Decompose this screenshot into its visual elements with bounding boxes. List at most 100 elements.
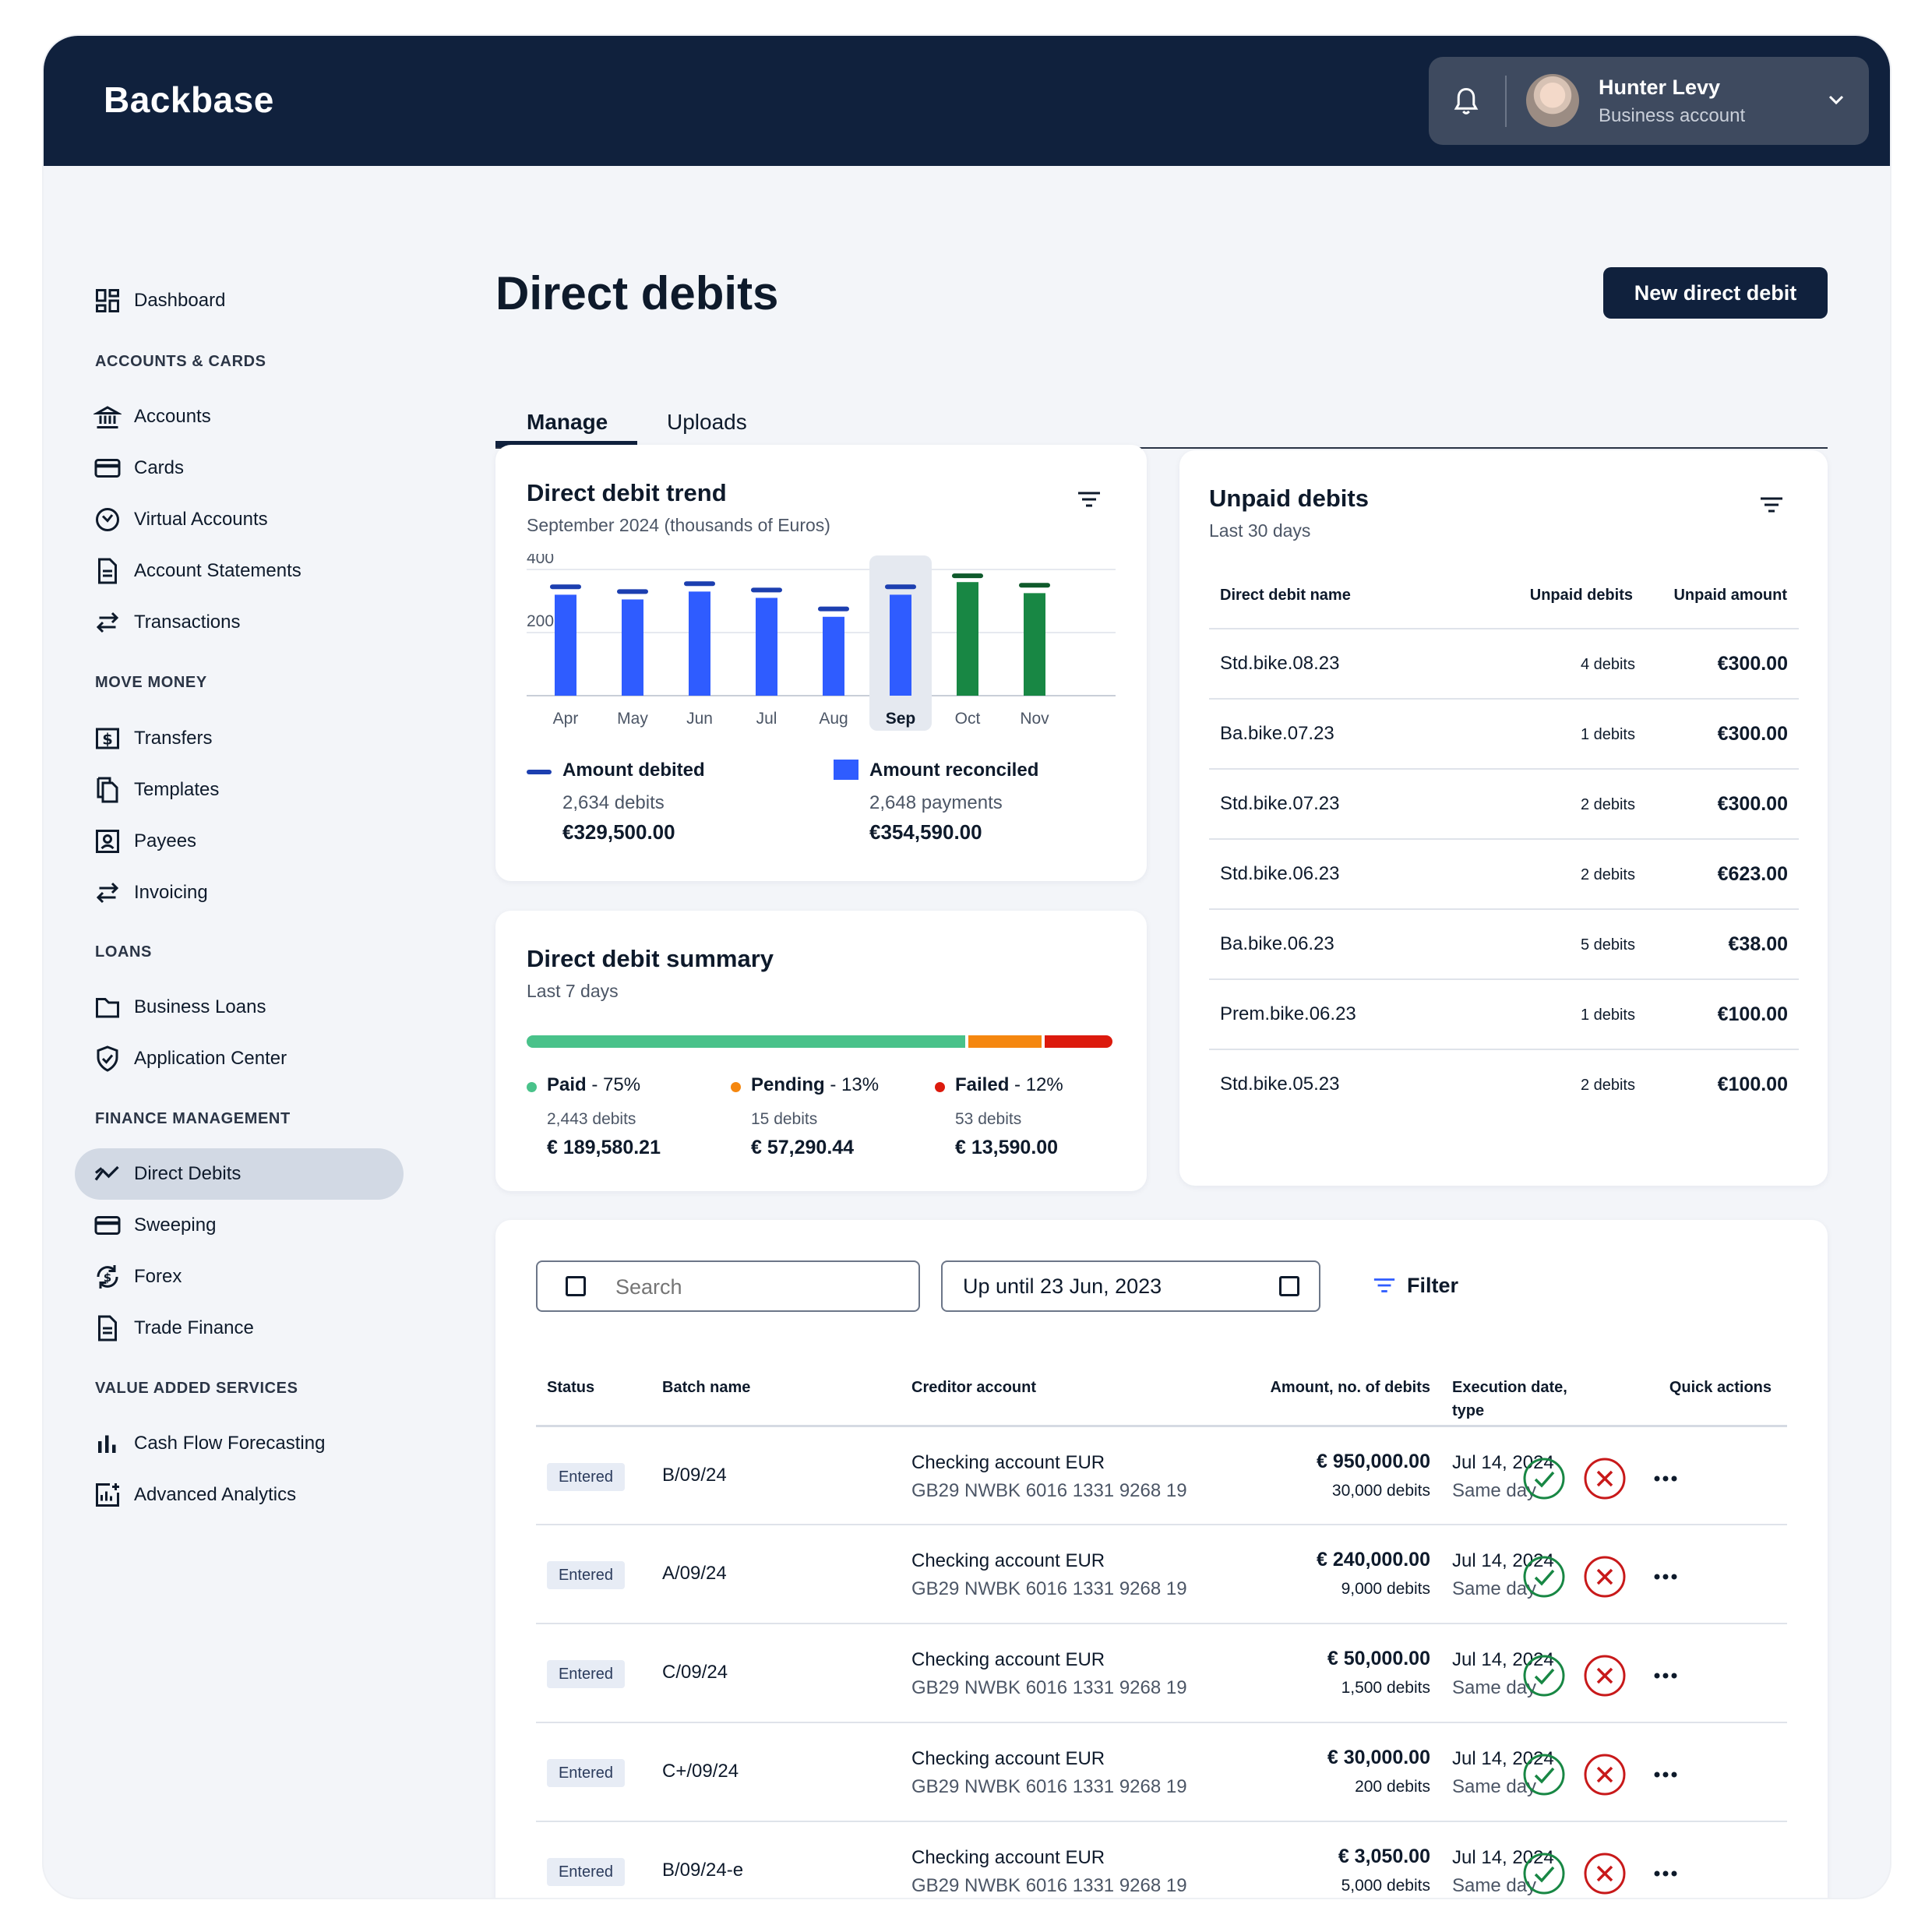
approve-icon[interactable]	[1522, 1753, 1566, 1796]
debit-count: 5,000 debits	[1341, 1877, 1430, 1895]
batch-name[interactable]: B/09/24	[662, 1465, 727, 1486]
sidebar-item-direct-debits[interactable]: Direct Debits	[75, 1148, 404, 1200]
x-tick-label: Apr	[553, 710, 579, 728]
sidebar-item-cash-flow-forecasting[interactable]: Cash Flow Forecasting	[75, 1418, 404, 1469]
brand-logo[interactable]: Backbase	[104, 79, 274, 120]
marker-amount-debited[interactable]	[684, 581, 715, 587]
table-row[interactable]: Entered C+/09/24 Checking account EUR GB29 …	[536, 1722, 1787, 1821]
batch-name[interactable]: C/09/24	[662, 1662, 728, 1683]
reject-icon[interactable]	[1583, 1753, 1627, 1796]
marker-amount-debited[interactable]	[617, 589, 648, 594]
more-options-icon[interactable]	[1644, 1555, 1687, 1599]
y-tick-label: 400	[527, 554, 554, 567]
new-direct-debit-button[interactable]: New direct debit	[1603, 267, 1828, 319]
marker-amount-debited[interactable]	[550, 584, 581, 590]
bar-amount-reconciled[interactable]	[957, 582, 978, 696]
reject-icon[interactable]	[1583, 1654, 1627, 1698]
sidebar-item-account-statements[interactable]: Account Statements	[75, 545, 404, 597]
sidebar-item-trade-finance[interactable]: Trade Finance	[75, 1303, 404, 1354]
filter-icon[interactable]	[1759, 495, 1784, 514]
copy-icon	[97, 777, 118, 803]
select-all-checkbox[interactable]	[566, 1276, 586, 1296]
sidebar-item-invoicing[interactable]: Invoicing	[75, 867, 404, 918]
bar-amount-reconciled[interactable]	[756, 598, 777, 696]
chevron-down-icon[interactable]	[1828, 94, 1845, 105]
filter-icon[interactable]	[1077, 490, 1102, 509]
sidebar-item-payees[interactable]: Payees	[75, 816, 404, 867]
bar-amount-reconciled[interactable]	[689, 591, 710, 696]
more-options-icon[interactable]	[1644, 1654, 1687, 1698]
bell-icon[interactable]	[1452, 86, 1480, 118]
column-header-amount[interactable]: Amount, no. of debits	[1270, 1379, 1430, 1396]
bar-amount-reconciled[interactable]	[555, 594, 576, 696]
approve-icon[interactable]	[1522, 1457, 1566, 1500]
marker-amount-debited[interactable]	[818, 606, 849, 612]
sidebar-item-business-loans[interactable]: Business Loans	[75, 982, 404, 1033]
list-item[interactable]: Std.bike.08.23 4 debits €300.00	[1209, 628, 1799, 698]
more-options-icon[interactable]	[1644, 1753, 1687, 1796]
column-header-unpaid-debits[interactable]: Unpaid debits	[1529, 587, 1633, 604]
sidebar-item-accounts[interactable]: Accounts	[75, 391, 404, 442]
sidebar-item-application-center[interactable]: Application Center	[75, 1033, 404, 1084]
sidebar-item-advanced-analytics[interactable]: Advanced Analytics	[75, 1469, 404, 1521]
marker-amount-debited[interactable]	[952, 573, 983, 579]
table-row[interactable]: Entered B/09/24 Checking account EUR GB29 N…	[536, 1425, 1787, 1524]
search-input[interactable]	[615, 1270, 904, 1304]
list-item[interactable]: Ba.bike.07.23 1 debits €300.00	[1209, 698, 1799, 768]
column-header-status[interactable]: Status	[547, 1379, 595, 1396]
approve-icon[interactable]	[1522, 1654, 1566, 1698]
search-field[interactable]	[536, 1260, 920, 1312]
bar-amount-reconciled[interactable]	[1024, 593, 1045, 696]
marker-amount-debited[interactable]	[1019, 583, 1050, 588]
batch-name[interactable]: B/09/24-e	[662, 1860, 744, 1881]
batch-name[interactable]: C+/09/24	[662, 1761, 739, 1782]
date-filter-value: Up until 23 Jun, 2023	[963, 1274, 1162, 1298]
table-row[interactable]: Entered B/09/24-e Checking account EUR GB29…	[536, 1821, 1787, 1898]
sidebar-item-label: Account Statements	[134, 560, 301, 581]
column-header-unpaid-amount[interactable]: Unpaid amount	[1673, 587, 1787, 604]
sidebar-item-cards[interactable]: Cards	[75, 442, 404, 494]
debit-amount: €300.00	[1717, 723, 1788, 745]
tab-uploads[interactable]: Uploads	[667, 410, 747, 434]
sidebar-item-virtual-accounts[interactable]: Virtual Accounts	[75, 494, 404, 545]
list-item[interactable]: Std.bike.07.23 2 debits €300.00	[1209, 768, 1799, 838]
list-item[interactable]: Prem.bike.06.23 1 debits €100.00	[1209, 978, 1799, 1049]
sidebar-item-templates[interactable]: Templates	[75, 764, 404, 816]
bar-amount-reconciled[interactable]	[823, 616, 844, 696]
table-row[interactable]: Entered A/09/24 Checking account EUR GB29 N…	[536, 1524, 1787, 1623]
failed-segment	[1045, 1035, 1112, 1048]
list-item[interactable]: Ba.bike.06.23 5 debits €38.00	[1209, 908, 1799, 978]
column-header-batch-name[interactable]: Batch name	[662, 1379, 751, 1396]
marker-amount-debited[interactable]	[885, 584, 916, 590]
bar-amount-reconciled[interactable]	[890, 594, 911, 696]
list-item[interactable]: Std.bike.05.23 2 debits €100.00	[1209, 1049, 1799, 1119]
reject-icon[interactable]	[1583, 1457, 1627, 1500]
batch-name[interactable]: A/09/24	[662, 1563, 727, 1584]
approve-icon[interactable]	[1522, 1852, 1566, 1895]
avatar[interactable]	[1526, 74, 1579, 127]
tab-manage[interactable]: Manage	[527, 410, 608, 434]
sidebar-item-transactions[interactable]: Transactions	[75, 597, 404, 648]
sidebar-item-dashboard[interactable]: Dashboard	[75, 275, 404, 326]
reject-icon[interactable]	[1583, 1852, 1627, 1895]
pending-dot	[731, 1082, 741, 1092]
reject-icon[interactable]	[1583, 1555, 1627, 1599]
column-header-creditor-account[interactable]: Creditor account	[911, 1379, 1037, 1396]
table-row[interactable]: Entered C/09/24 Checking account EUR GB29 N…	[536, 1623, 1787, 1722]
user-menu[interactable]: Hunter Levy Business account	[1429, 57, 1869, 145]
filter-button[interactable]: Filter	[1373, 1268, 1458, 1303]
list-item[interactable]: Std.bike.06.23 2 debits €623.00	[1209, 838, 1799, 908]
calendar-icon[interactable]	[1279, 1276, 1299, 1296]
marker-amount-debited[interactable]	[751, 587, 782, 593]
date-filter-field[interactable]: Up until 23 Jun, 2023	[941, 1260, 1320, 1312]
more-options-icon[interactable]	[1644, 1852, 1687, 1895]
sidebar-item-transfers[interactable]: $ Transfers	[75, 713, 404, 764]
sidebar-item-sweeping[interactable]: Sweeping	[75, 1200, 404, 1251]
sidebar-item-forex[interactable]: $ Forex	[75, 1251, 404, 1303]
column-header-name[interactable]: Direct debit name	[1220, 587, 1351, 604]
approve-icon[interactable]	[1522, 1555, 1566, 1599]
card-subtitle: September 2024 (thousands of Euros)	[527, 515, 830, 535]
column-header-execution-date[interactable]: Execution date, type	[1452, 1379, 1567, 1419]
more-options-icon[interactable]	[1644, 1457, 1687, 1500]
bar-amount-reconciled[interactable]	[622, 599, 643, 696]
